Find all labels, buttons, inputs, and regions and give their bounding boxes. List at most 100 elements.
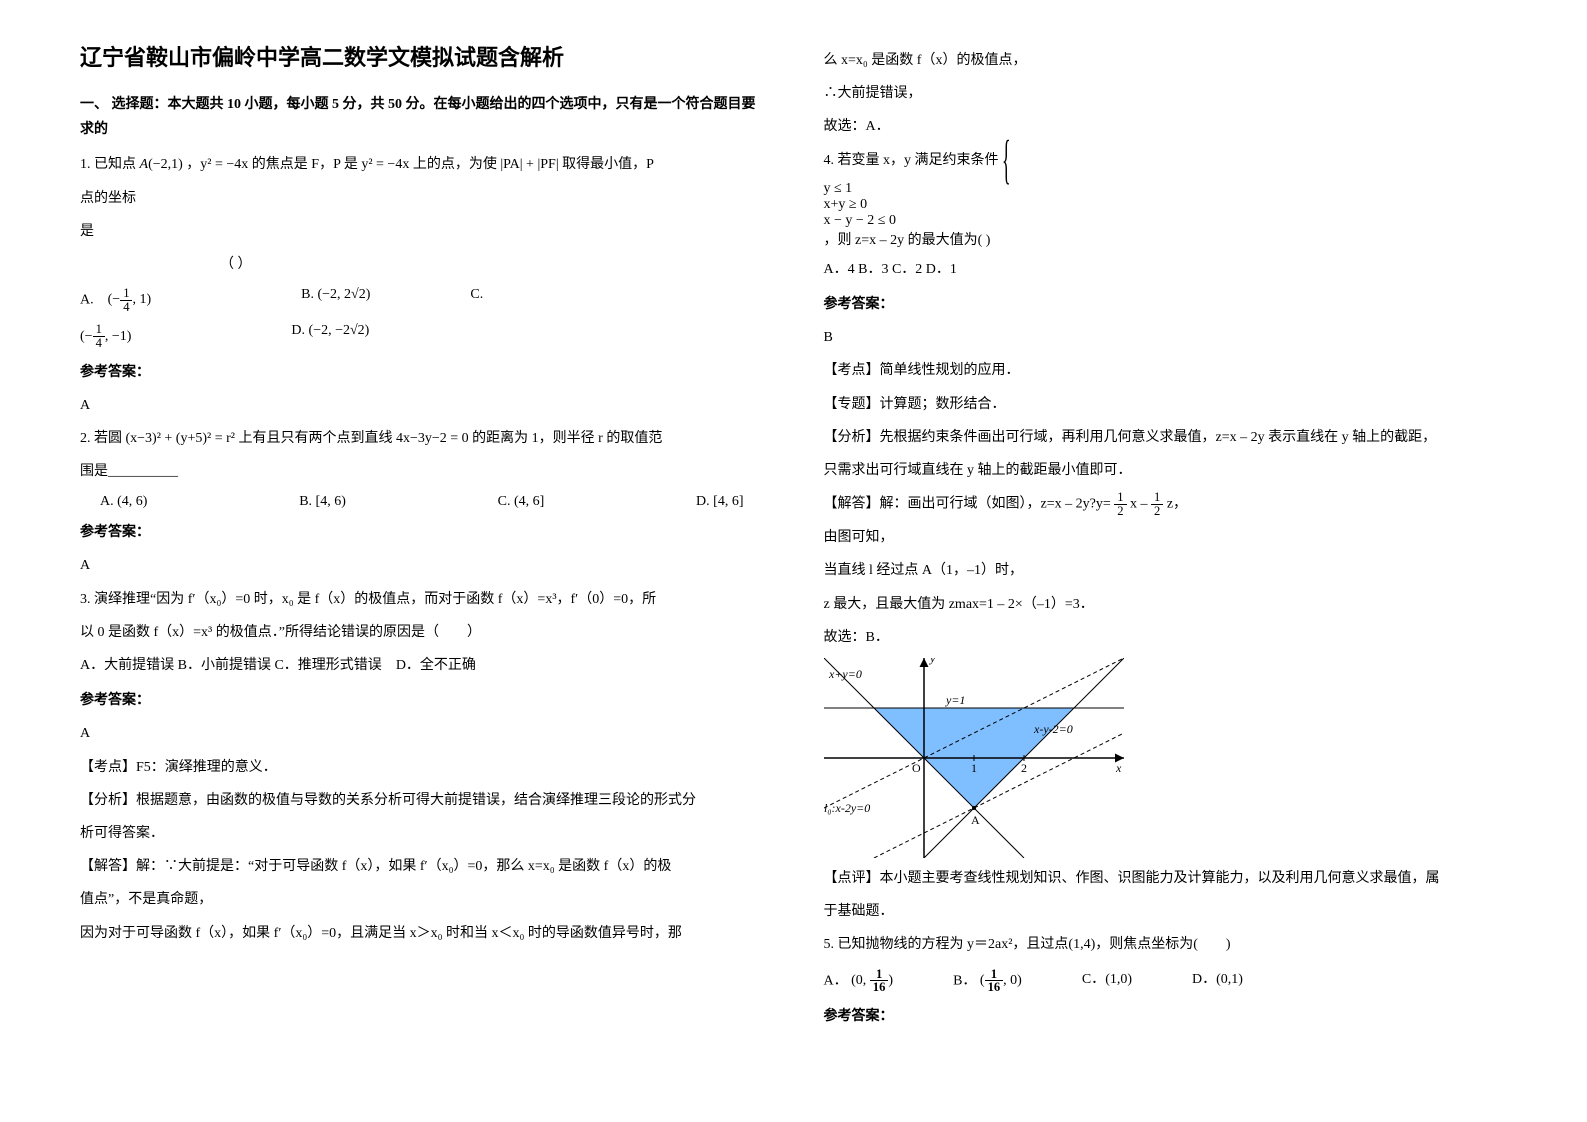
svg-text:x: x bbox=[1115, 761, 1122, 775]
q2-stem: 2. 若圆 (x−3)² + (y+5)² = r² 上有且只有两个点到直线 4… bbox=[80, 426, 764, 451]
q4-zt: 【专题】计算题；数形结合． bbox=[824, 392, 1508, 417]
q5-optB-v: (116, 0) bbox=[980, 973, 1022, 988]
q1-options-row2: (−14, −1) D. (−2, −2√2) bbox=[80, 323, 764, 349]
q2-optC-l: C. bbox=[498, 494, 511, 509]
q4-f2n: 1 bbox=[1151, 491, 1163, 505]
q3-jd2: 值点”，不是真命题， bbox=[80, 887, 764, 912]
q1-optD-label: D. bbox=[291, 323, 305, 338]
q4-pre: 4. 若变量 x，y 满足约束条件 bbox=[824, 153, 1003, 168]
svg-text:x+y=0: x+y=0 bbox=[828, 667, 862, 681]
section-1-head: 一、 选择题：本大题共 10 小题，每小题 5 分，共 50 分。在每小题给出的… bbox=[80, 92, 764, 142]
q2-optC: C. (4, 6] bbox=[498, 494, 545, 510]
q3-jd: 【解答】解：∵大前提是：“对于可导函数 f（x），如果 f′（x₀）=0，那么 … bbox=[80, 854, 764, 879]
q3b-l2: ∴大前提错误， bbox=[824, 81, 1508, 106]
q3-stem1: 3. 演绎推理“因为 f′（x₀）=0 时，x₀ 是 f（x）的极值点，而对于函… bbox=[80, 587, 764, 612]
q4-jd4: z 最大，且最大值为 zmax=1 – 2×（–1）=3． bbox=[824, 592, 1508, 617]
q1-optD-val: (−2, −2√2) bbox=[309, 323, 370, 338]
q4-kd: 【考点】简单线性规划的应用． bbox=[824, 358, 1508, 383]
q5-optC-v: (1,0) bbox=[1105, 972, 1132, 987]
svg-text:O: O bbox=[912, 761, 921, 775]
q4-fx2: 只需求出可行域直线在 y 轴上的截距最小值即可． bbox=[824, 458, 1508, 483]
q4-post: ，则 z=x – 2y 的最大值为( ) bbox=[824, 233, 991, 248]
q4-jd-mid: x – bbox=[1130, 496, 1151, 511]
q4-fx: 【分析】先根据约束条件画出可行域，再利用几何意义求最值，z=x – 2y 表示直… bbox=[824, 425, 1508, 450]
q5-optB: B． (116, 0) bbox=[953, 968, 1022, 994]
q5-optB-l: B． bbox=[953, 973, 976, 988]
feasible-region-chart: x y O 1 2 y=1 x+y=0 x-y-2=0 l₀:x-2y=0 A bbox=[824, 658, 1124, 858]
q2-optA-v: (4, 6) bbox=[117, 494, 147, 509]
q4-dp: 【点评】本小题主要考查线性规划知识、作图、识图能力及计算能力，以及利用几何意义求… bbox=[824, 866, 1508, 891]
q3-optD: D．全不正确 bbox=[396, 658, 476, 673]
q1-optC-full: (−14, −1) bbox=[80, 323, 131, 349]
svg-text:y=1: y=1 bbox=[945, 693, 965, 707]
q1-ans: A bbox=[80, 393, 764, 418]
q5-optA-l: A． bbox=[824, 973, 848, 988]
q1-optC-label: C. bbox=[470, 287, 483, 302]
q1-mid1: ，y² = −4x 的焦点是 F，P 是 y² = −4x 上的点，为使 bbox=[186, 157, 500, 172]
q1-mid2: 取得最小值，P bbox=[562, 157, 654, 172]
q2-stem-tail: 围是__________ bbox=[80, 459, 764, 484]
q3-optA: A．大前提错误 bbox=[80, 658, 174, 673]
q4-frac2: 12 bbox=[1151, 491, 1163, 517]
q1-stem-line1: 1. 已知点 A(−2,1) ，y² = −4x 的焦点是 F，P 是 y² =… bbox=[80, 152, 764, 177]
q4-jd-pre: 【解答】解：画出可行域（如图），z=x – 2y?y= bbox=[824, 496, 1111, 511]
q2-optB-l: B. bbox=[299, 494, 312, 509]
q4-jd3: 当直线 l 经过点 A（1，–1）时， bbox=[824, 558, 1508, 583]
svg-text:l₀:x-2y=0: l₀:x-2y=0 bbox=[824, 801, 870, 815]
q3-ans: A bbox=[80, 721, 764, 746]
q4-dp2: 于基础题． bbox=[824, 899, 1508, 924]
q3-kd: 【考点】F5：演绎推理的意义． bbox=[80, 755, 764, 780]
q5-optD-l: D． bbox=[1192, 972, 1216, 987]
q4-jd-tail: z， bbox=[1167, 496, 1187, 511]
q1-A: A(−2,1) bbox=[140, 157, 183, 172]
q2-ans-label: 参考答案： bbox=[80, 520, 764, 545]
q5-ans-label: 参考答案： bbox=[824, 1004, 1508, 1029]
q3-fx: 【分析】根据题意，由函数的极值与导数的关系分析可得大前提错误，结合演绎推理三段论… bbox=[80, 788, 764, 813]
q2-optD-l: D. bbox=[696, 494, 710, 509]
q3-ans-label: 参考答案： bbox=[80, 688, 764, 713]
q5-stem: 5. 已知抛物线的方程为 y＝2ax²，且过点(1,4)，则焦点坐标为( ) bbox=[824, 932, 1508, 957]
q4-jd5: 故选：B． bbox=[824, 625, 1508, 650]
q5-optA-v: (0, 116) bbox=[851, 973, 893, 988]
q3-jd3: 因为对于可导函数 f（x），如果 f′（x₀）=0，且满足当 x＞x₀ 时和当 … bbox=[80, 921, 764, 946]
q2-optC-v: (4, 6] bbox=[514, 494, 544, 509]
svg-text:x-y-2=0: x-y-2=0 bbox=[1033, 722, 1073, 736]
q2-optA-l: A. bbox=[100, 494, 114, 509]
q1-optD: D. (−2, −2√2) bbox=[291, 323, 369, 349]
q1-optB-val: (−2, 2√2) bbox=[318, 287, 371, 302]
q4-opts: A．4 B．3 C．2 D．1 bbox=[824, 257, 1508, 282]
q3b-l3: 故选：A． bbox=[824, 114, 1508, 139]
q1-pre: 1. 已知点 bbox=[80, 157, 140, 172]
q1-tail: 点的坐标 bbox=[80, 186, 764, 211]
q3-fx-tail: 析可得答案． bbox=[80, 821, 764, 846]
q3b-l1: 么 x=x₀ 是函数 f（x）的极值点， bbox=[824, 48, 1508, 73]
q5-optA: A． (0, 116) bbox=[824, 968, 894, 994]
q4-jd: 【解答】解：画出可行域（如图），z=x – 2y?y= 12 x – 12 z， bbox=[824, 491, 1508, 517]
q3-options: A．大前提错误 B．小前提错误 C．推理形式错误 D．全不正确 bbox=[80, 653, 764, 678]
q4-sys2: x+y ≥ 0 bbox=[824, 197, 1508, 213]
q1-optB-label: B. bbox=[301, 287, 314, 302]
q5-options: A． (0, 116) B． (116, 0) C．(1,0) D．(0,1) bbox=[824, 968, 1508, 994]
page-title: 辽宁省鞍山市偏岭中学高二数学文模拟试题含解析 bbox=[80, 40, 764, 72]
q4-frac1: 12 bbox=[1114, 491, 1126, 517]
svg-text:y: y bbox=[929, 658, 936, 665]
q3-optC: C．推理形式错误 bbox=[274, 658, 381, 673]
q2-options: A. (4, 6) B. [4, 6) C. (4, 6] D. [4, 6] bbox=[80, 494, 764, 510]
svg-text:2: 2 bbox=[1021, 761, 1027, 775]
q1-abs: |PA| + |PF| bbox=[500, 157, 558, 172]
q1-optA-val: (−14, 1) bbox=[108, 292, 152, 307]
q4-f2d: 2 bbox=[1151, 505, 1163, 518]
q1-options-row1: A. (−14, 1) B. (−2, 2√2) C. bbox=[80, 287, 764, 313]
q4-ans-label: 参考答案： bbox=[824, 292, 1508, 317]
svg-text:1: 1 bbox=[971, 761, 977, 775]
q4-jd2: 由图可知， bbox=[824, 525, 1508, 550]
q1-optA: A. (−14, 1) bbox=[80, 287, 151, 313]
svg-text:A: A bbox=[971, 813, 980, 827]
q4-sys1: y ≤ 1 bbox=[824, 181, 1508, 197]
q3-stem2: 以 0 是函数 f（x）=x³ 的极值点．”所得结论错误的原因是（ ） bbox=[80, 620, 764, 645]
q1-optB: B. (−2, 2√2) bbox=[301, 287, 370, 313]
q2-ans: A bbox=[80, 553, 764, 578]
q1-tail2: 是 bbox=[80, 219, 764, 244]
q2-optB-v: [4, 6) bbox=[316, 494, 346, 509]
q5-optC-l: C． bbox=[1082, 972, 1105, 987]
